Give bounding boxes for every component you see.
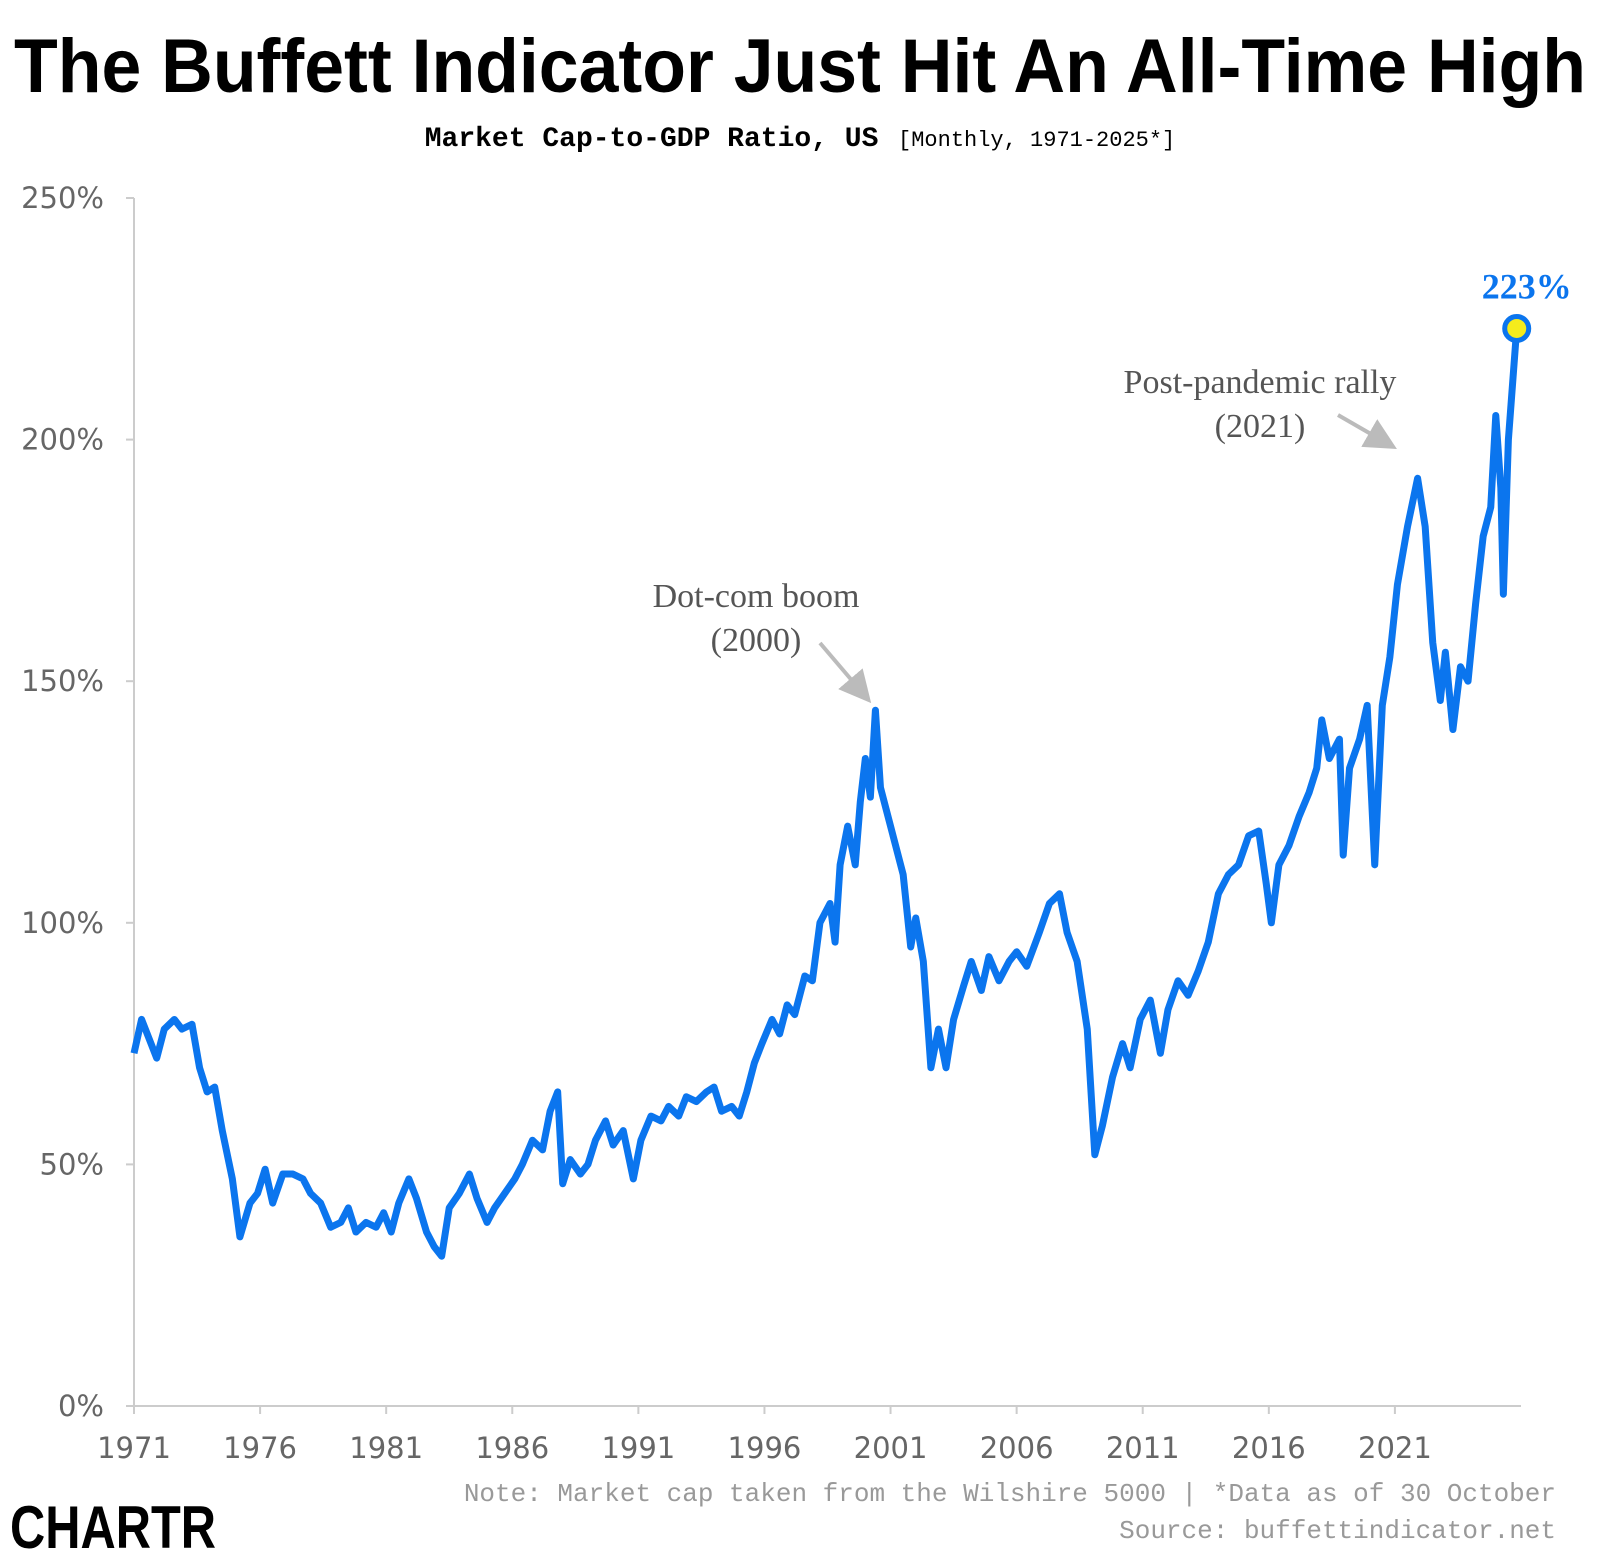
x-tick-label: 2011: [1106, 1431, 1180, 1465]
annotation-dotcom: Dot-com boom (2000): [653, 578, 860, 659]
y-tick-label: 0%: [58, 1389, 104, 1423]
note: Note: Market cap taken from the Wilshire…: [464, 1479, 1556, 1509]
x-tick-label: 1986: [475, 1431, 549, 1465]
x-tick-label: 1976: [223, 1431, 297, 1465]
annotation-text: Post-pandemic rally: [1124, 364, 1397, 401]
x-tick-label: 1971: [97, 1431, 171, 1465]
subtitle-note: [Monthly, 1971-2025*]: [898, 128, 1175, 153]
logo: CHARTR: [10, 1494, 216, 1555]
x-tick-label: 2021: [1358, 1431, 1432, 1465]
chart-title: The Buffett Indicator Just Hit An All-Ti…: [14, 24, 1586, 109]
annotation-pandemic: Post-pandemic rally (2021): [1124, 364, 1397, 445]
subtitle: Market Cap-to-GDP Ratio, US: [425, 124, 879, 155]
y-tick-label: 250%: [21, 181, 104, 215]
highlight-point: [1502, 313, 1532, 343]
annotation-text: (2021): [1215, 408, 1306, 445]
chart-subtitle: Market Cap-to-GDP Ratio, US [Monthly, 19…: [425, 124, 1176, 155]
annotation-text: Dot-com boom: [653, 578, 860, 615]
source: Source: buffettindicator.net: [1119, 1516, 1556, 1546]
y-tick-label: 150%: [21, 664, 104, 698]
data-line: [130, 328, 1521, 1260]
x-tick-label: 2001: [854, 1431, 928, 1465]
annotation-arrow: [818, 641, 872, 704]
x-tick-label: 2006: [980, 1431, 1054, 1465]
y-tick-label: 50%: [40, 1147, 104, 1181]
y-tick-label: 200%: [21, 423, 104, 457]
y-tick-label: 100%: [21, 906, 104, 940]
annotation-arrow: [1337, 413, 1397, 449]
value-label: 223%: [1482, 266, 1572, 306]
x-tick-label: 1991: [601, 1431, 675, 1465]
x-tick-label: 2016: [1232, 1431, 1306, 1465]
annotation-text: (2000): [711, 622, 802, 659]
x-tick-label: 1996: [728, 1431, 802, 1465]
x-tick-label: 1981: [349, 1431, 423, 1465]
